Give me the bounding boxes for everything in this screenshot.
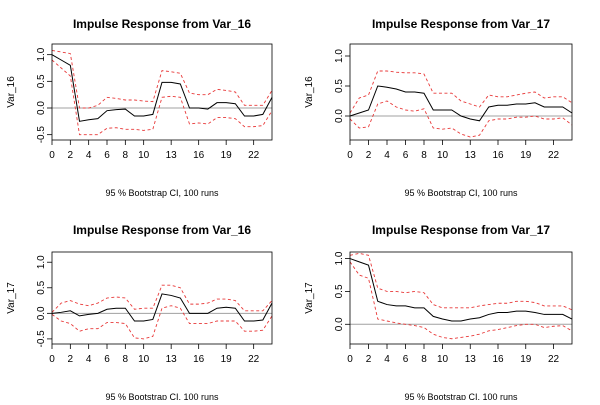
plot-frame bbox=[51, 251, 273, 345]
x-tick-label: 13 bbox=[465, 354, 477, 365]
x-tick-label: 4 bbox=[384, 150, 390, 161]
x-tick-label: 8 bbox=[123, 150, 129, 161]
y-tick-label: 1.0 bbox=[36, 47, 47, 61]
chart-panel-1: Impulse Response from Var_16 -0.5 0.0 0.5 1.… bbox=[6, 17, 273, 198]
chart-title: Impulse Response from Var_16 bbox=[73, 17, 251, 31]
y-axis-label: Var_17 bbox=[6, 282, 17, 314]
x-tick-label: 13 bbox=[166, 354, 178, 365]
plot-frame bbox=[51, 43, 273, 141]
x-tick-label: 22 bbox=[548, 150, 560, 161]
plot-frame bbox=[349, 43, 573, 141]
bootstrap-ci-note: 95 % Bootstrap CI, 100 runs bbox=[105, 392, 219, 400]
x-tick-label: 13 bbox=[166, 150, 178, 161]
x-tick-label: 0 bbox=[347, 354, 353, 365]
x-tick-label: 10 bbox=[437, 150, 449, 161]
chart-panel-2: Impulse Response from Var_17 0.0 0.5 1.0 0 2 4… bbox=[304, 17, 573, 198]
x-tick-label: 16 bbox=[193, 150, 205, 161]
x-tick-label: 16 bbox=[492, 354, 504, 365]
y-tick-label: 0.5 bbox=[36, 74, 47, 88]
impulse-response-line bbox=[349, 258, 573, 322]
impulse-response-line bbox=[51, 54, 273, 122]
ci-upper-line bbox=[349, 252, 573, 311]
plot-frame bbox=[349, 251, 573, 345]
bootstrap-ci-note: 95 % Bootstrap CI, 100 runs bbox=[404, 188, 518, 198]
x-tick-label: 0 bbox=[347, 150, 353, 161]
x-tick-label: 8 bbox=[421, 354, 427, 365]
y-axis-label: Var_16 bbox=[304, 76, 315, 108]
x-tick-label: 8 bbox=[123, 354, 129, 365]
y-tick-label: 1.0 bbox=[36, 255, 47, 269]
x-tick-label: 22 bbox=[548, 354, 560, 365]
bootstrap-ci-note: 95 % Bootstrap CI, 100 runs bbox=[105, 188, 219, 198]
x-tick-label: 8 bbox=[421, 150, 427, 161]
x-tick-label: 19 bbox=[221, 354, 233, 365]
x-tick-label: 22 bbox=[248, 354, 260, 365]
y-tick-label: 1.0 bbox=[334, 49, 345, 63]
ci-lower-line bbox=[51, 59, 273, 136]
y-tick-label: 0.5 bbox=[334, 79, 345, 93]
y-axis-label: Var_17 bbox=[304, 282, 315, 314]
y-axis-label: Var_16 bbox=[6, 76, 17, 108]
y-tick-label: 0.5 bbox=[334, 284, 345, 298]
x-tick-label: 10 bbox=[138, 354, 150, 365]
ci-lower-line bbox=[51, 305, 273, 340]
impulse-response-line bbox=[349, 85, 573, 122]
impulse-response-line bbox=[51, 293, 273, 322]
x-tick-label: 19 bbox=[520, 150, 532, 161]
x-tick-label: 2 bbox=[366, 150, 372, 161]
y-tick-label: -0.5 bbox=[36, 330, 47, 348]
chart-panel-3: Impulse Response from Var_16 -0.5 0.0 0.5 1.… bbox=[6, 223, 273, 402]
x-tick-label: 6 bbox=[403, 150, 409, 161]
x-tick-label: 6 bbox=[403, 354, 409, 365]
ci-lower-line bbox=[349, 261, 573, 340]
ci-lower-line bbox=[349, 100, 573, 138]
x-tick-label: 0 bbox=[49, 150, 55, 161]
x-tick-label: 19 bbox=[221, 150, 233, 161]
x-tick-label: 0 bbox=[49, 354, 55, 365]
x-tick-label: 13 bbox=[465, 150, 477, 161]
x-tick-label: 2 bbox=[366, 354, 372, 365]
ci-upper-line bbox=[51, 284, 273, 313]
x-tick-label: 6 bbox=[104, 354, 110, 365]
ci-upper-line bbox=[349, 70, 573, 114]
y-tick-label: 0.0 bbox=[334, 109, 345, 123]
x-tick-label: 10 bbox=[138, 150, 150, 161]
x-tick-label: 16 bbox=[492, 150, 504, 161]
x-tick-label: 2 bbox=[68, 150, 74, 161]
x-tick-label: 2 bbox=[68, 354, 74, 365]
chart-title: Impulse Response from Var_16 bbox=[73, 223, 251, 237]
x-tick-label: 4 bbox=[384, 354, 390, 365]
chart-title: Impulse Response from Var_17 bbox=[372, 17, 550, 31]
x-tick-label: 6 bbox=[104, 150, 110, 161]
ci-upper-line bbox=[51, 49, 273, 109]
y-tick-label: -0.5 bbox=[36, 126, 47, 144]
x-tick-label: 16 bbox=[193, 354, 205, 365]
bootstrap-ci-note: 95 % Bootstrap CI, 100 runs bbox=[404, 392, 518, 400]
y-tick-label: 0.5 bbox=[36, 280, 47, 294]
y-tick-label: 0.0 bbox=[334, 317, 345, 331]
x-tick-label: 22 bbox=[248, 150, 260, 161]
y-tick-label: 0.0 bbox=[36, 101, 47, 115]
x-tick-label: 4 bbox=[86, 150, 92, 161]
y-tick-label: 0.0 bbox=[36, 306, 47, 320]
x-tick-label: 10 bbox=[437, 354, 449, 365]
chart-panel-4: Impulse Response from Var_17 0.0 0.5 1.0 0 2 4… bbox=[304, 223, 573, 402]
chart-title: Impulse Response from Var_17 bbox=[372, 223, 550, 237]
x-tick-label: 19 bbox=[520, 354, 532, 365]
y-tick-label: 1.0 bbox=[334, 251, 345, 265]
x-tick-label: 4 bbox=[86, 354, 92, 365]
